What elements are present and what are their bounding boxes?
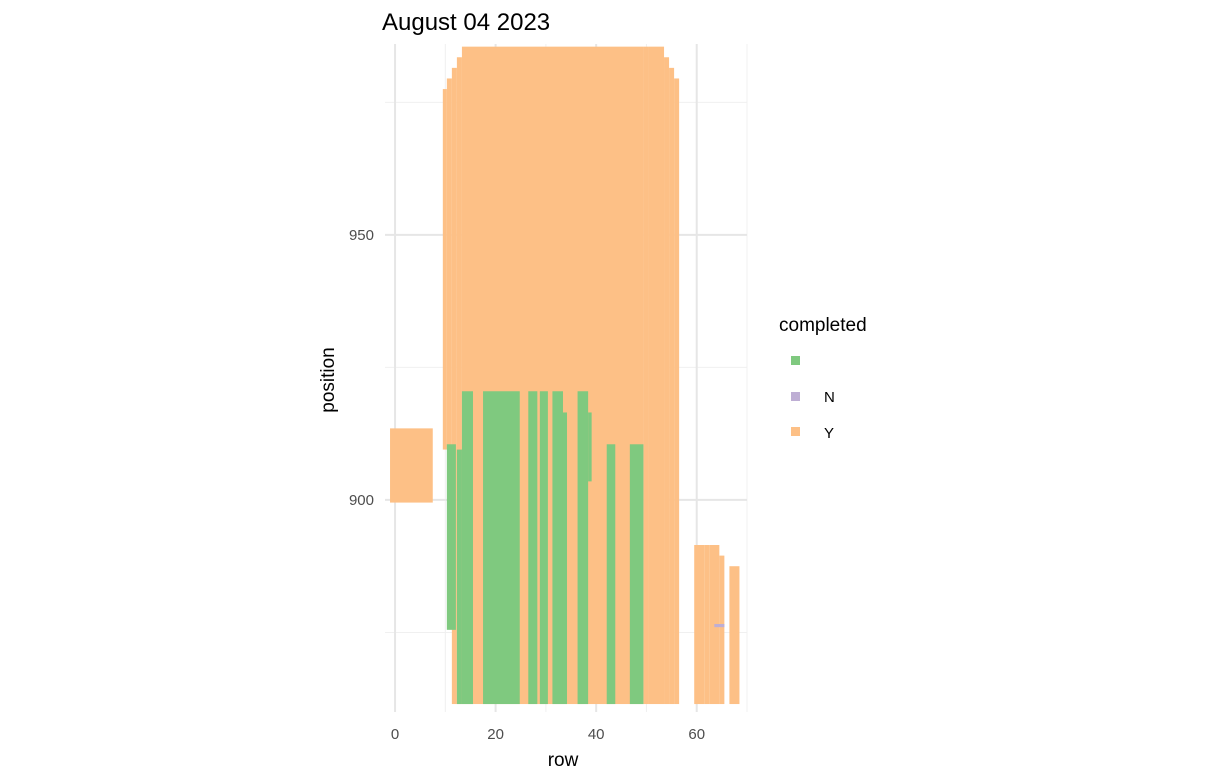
tile-completed-blank bbox=[446, 444, 456, 630]
x-axis-ticks: 0 20 40 60 bbox=[391, 726, 705, 743]
tile-completed-blank bbox=[588, 412, 592, 482]
legend-label-y: Y bbox=[824, 425, 834, 442]
tile-completed-y bbox=[664, 57, 670, 705]
legend-entry: N bbox=[791, 389, 835, 406]
legend-key-blank bbox=[791, 356, 800, 365]
chart-title: August 04 2023 bbox=[382, 9, 550, 36]
tile-completed-blank bbox=[539, 391, 548, 705]
legend-key-n bbox=[791, 392, 800, 401]
tile-completed-blank bbox=[606, 444, 616, 705]
y-axis-title: position bbox=[318, 347, 339, 413]
tile-completed-blank bbox=[528, 391, 538, 705]
tile-completed-blank bbox=[562, 412, 568, 705]
tile-completed-y bbox=[719, 555, 725, 705]
tile-completed-y bbox=[674, 78, 680, 705]
x-axis-title: row bbox=[548, 750, 579, 771]
tile-completed-y bbox=[694, 545, 705, 705]
tile-completed-blank bbox=[552, 391, 563, 705]
tile-completed-n bbox=[714, 623, 725, 628]
legend: completed N Y bbox=[779, 315, 867, 442]
tile-completed-blank bbox=[483, 391, 520, 705]
legend-label-n: N bbox=[824, 389, 835, 406]
tile-completed-y bbox=[643, 46, 649, 705]
heatmap-tiles bbox=[390, 46, 740, 705]
legend-title: completed bbox=[779, 315, 867, 336]
y-tick-label: 900 bbox=[349, 492, 374, 509]
tile-completed-blank bbox=[456, 449, 462, 705]
legend-entry bbox=[791, 356, 800, 365]
tile-completed-y bbox=[669, 67, 675, 705]
y-axis-ticks: 900 950 bbox=[349, 227, 374, 509]
tile-completed-y bbox=[456, 57, 462, 705]
tile-completed-y bbox=[704, 545, 710, 705]
x-tick-label: 0 bbox=[391, 726, 399, 743]
tile-completed-blank bbox=[461, 391, 473, 705]
tile-completed-y bbox=[451, 67, 457, 705]
tile-completed-y bbox=[442, 89, 447, 450]
tile-completed-y bbox=[390, 428, 433, 503]
tile-completed-y bbox=[648, 46, 665, 705]
y-tick-label: 950 bbox=[349, 227, 374, 244]
tile-completed-y bbox=[729, 566, 740, 705]
tile-completed-y bbox=[446, 78, 452, 450]
x-tick-label: 40 bbox=[588, 726, 605, 743]
legend-entry: Y bbox=[791, 425, 834, 442]
tile-completed-blank bbox=[577, 391, 589, 705]
legend-key-y bbox=[791, 427, 800, 436]
x-tick-label: 20 bbox=[487, 726, 504, 743]
x-tick-label: 60 bbox=[688, 726, 705, 743]
tile-completed-blank bbox=[629, 444, 644, 705]
